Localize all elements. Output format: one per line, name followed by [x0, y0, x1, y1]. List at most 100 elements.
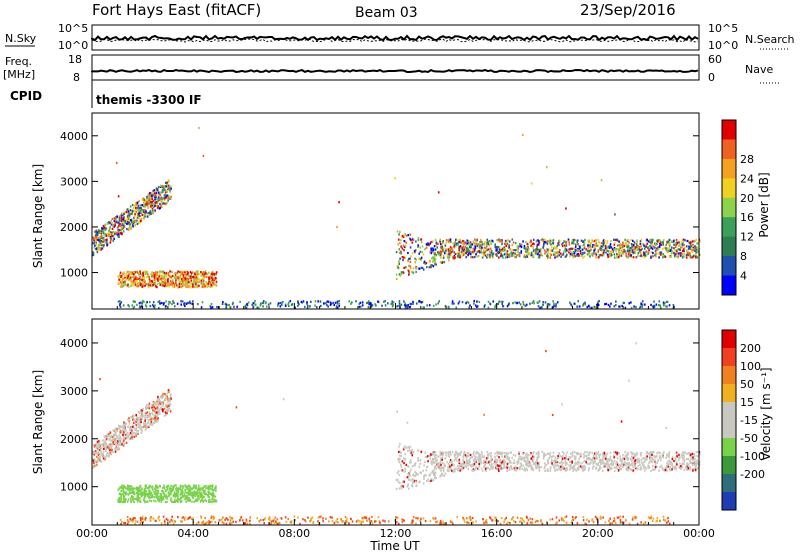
scatter-point	[609, 243, 612, 246]
scatter-point	[558, 254, 561, 257]
scatter-point	[171, 515, 173, 518]
scatter-point	[119, 271, 122, 274]
scatter-point	[464, 251, 467, 254]
scatter-point	[103, 443, 106, 446]
scatter-point	[567, 248, 570, 251]
scatter-point	[124, 422, 127, 425]
scatter-point	[164, 500, 167, 504]
scatter-point	[622, 515, 624, 518]
scatter-point	[636, 239, 638, 242]
scatter-point	[163, 487, 166, 490]
scatter-point	[121, 443, 123, 446]
scatter-point	[118, 443, 120, 446]
scatter-point	[417, 517, 419, 520]
scatter-point	[381, 304, 383, 307]
scatter-point	[122, 433, 124, 436]
scatter-point	[456, 243, 458, 246]
scatter-point	[139, 428, 142, 431]
scatter-point	[498, 246, 501, 249]
scatter-point	[397, 238, 400, 241]
scatter-point	[682, 241, 685, 244]
scatter-point	[400, 239, 402, 242]
scatter-point	[453, 257, 455, 260]
scatter-point	[241, 519, 244, 522]
scatter-point	[406, 305, 409, 308]
scatter-point	[197, 484, 200, 487]
scatter-point	[168, 285, 171, 288]
scatter-point	[142, 279, 145, 282]
scatter-point	[94, 235, 97, 239]
scatter-point	[679, 248, 682, 252]
scatter-point	[133, 271, 136, 275]
scatter-point	[573, 252, 576, 255]
scatter-point	[98, 441, 101, 444]
scatter-point	[632, 516, 634, 519]
scatter-point	[671, 457, 674, 461]
scatter-point	[123, 271, 125, 274]
scatter-point	[161, 271, 164, 274]
scatter-point	[618, 244, 620, 247]
scatter-point	[449, 239, 451, 242]
scatter-point	[447, 238, 450, 241]
scatter-point	[584, 303, 587, 306]
scatter-point	[127, 304, 130, 307]
scatter-point	[125, 433, 127, 437]
scatter-point	[144, 199, 147, 202]
scatter-point	[412, 479, 414, 482]
scatter-point	[202, 486, 204, 489]
scatter-point	[578, 452, 580, 455]
scatter-point	[121, 232, 123, 235]
scatter-point	[555, 247, 558, 250]
scatter-point	[534, 248, 537, 251]
scatter-point	[647, 246, 649, 249]
scatter-point	[167, 519, 169, 522]
scatter-point	[634, 515, 637, 519]
scatter-point	[401, 236, 404, 239]
scatter-point	[609, 245, 611, 248]
scatter-point	[165, 278, 167, 281]
scatter-point	[165, 489, 167, 492]
scatter-point	[93, 246, 96, 249]
scatter-point	[156, 420, 158, 423]
scatter-point	[331, 516, 333, 519]
scatter-point	[421, 245, 424, 248]
scatter-point	[665, 521, 668, 524]
scatter-point	[134, 522, 136, 526]
scatter-point	[94, 451, 96, 455]
scatter-point	[118, 218, 121, 221]
scatter-point	[139, 416, 142, 419]
scatter-point	[460, 241, 463, 244]
scatter-point	[682, 238, 685, 241]
scatter-point	[96, 459, 99, 462]
scatter-point	[145, 493, 148, 496]
nave-tick-low: 0	[708, 71, 715, 84]
scatter-point	[543, 249, 546, 252]
scatter-point	[111, 231, 113, 234]
scatter-point	[366, 519, 368, 522]
scatter-point	[326, 304, 328, 307]
scatter-point	[404, 306, 407, 309]
scatter-point	[609, 522, 611, 525]
scatter-point	[174, 496, 177, 499]
scatter-point	[137, 429, 139, 432]
scatter-point	[540, 247, 542, 251]
colorbar-segment	[722, 275, 736, 296]
scatter-point	[467, 242, 470, 245]
scatter-point	[501, 302, 504, 306]
nave-tick-high: 60	[708, 53, 722, 66]
scatter-point	[151, 413, 154, 416]
scatter-point	[193, 281, 195, 284]
scatter-point	[186, 494, 188, 497]
scatter-point	[185, 500, 188, 504]
scatter-point	[588, 520, 590, 523]
scatter-point	[335, 306, 338, 309]
scatter-point	[533, 302, 535, 305]
scatter-point	[506, 250, 509, 253]
scatter-point	[674, 244, 677, 247]
scatter-point	[102, 238, 104, 242]
scatter-point	[139, 219, 142, 223]
scatter-point	[622, 245, 624, 248]
scatter-point	[166, 284, 169, 287]
scatter-point	[151, 412, 153, 415]
scatter-point	[630, 255, 632, 258]
